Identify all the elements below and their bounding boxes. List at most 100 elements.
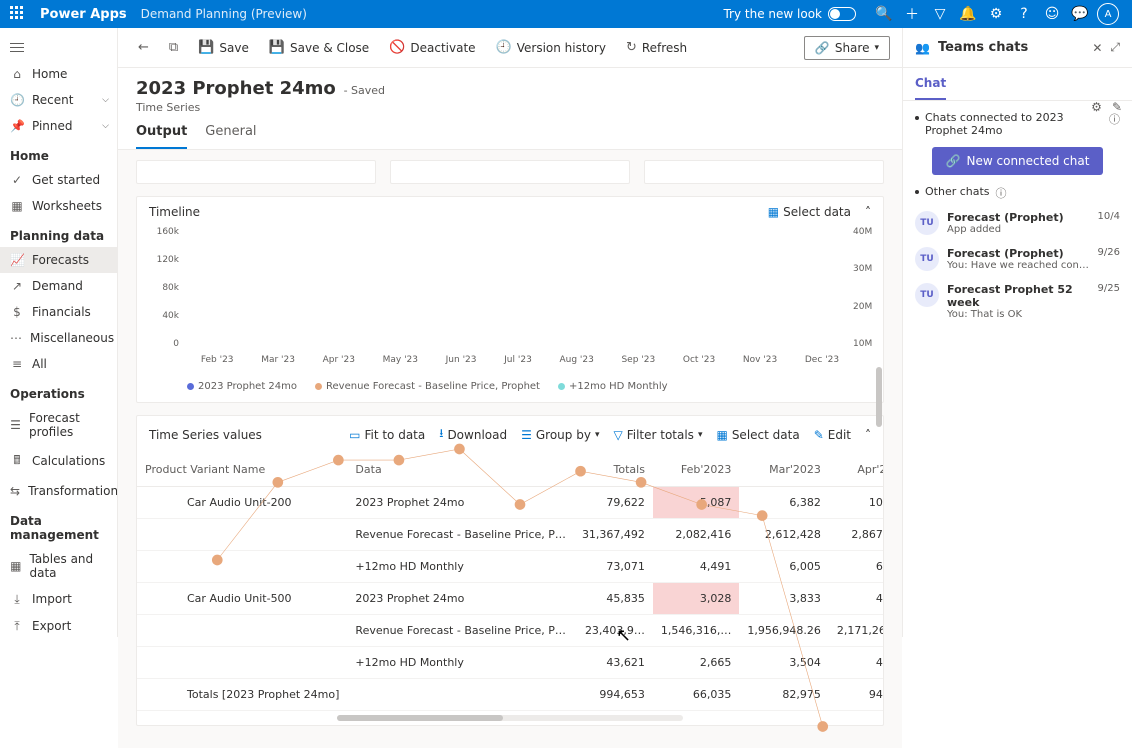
cell-value[interactable]: 10,000: [829, 487, 883, 519]
cell-value[interactable]: 45,835: [574, 583, 653, 615]
chat-item[interactable]: TUForecast (Prophet)App added10/4: [915, 205, 1120, 241]
cell-value[interactable]: 2,082,416: [653, 519, 739, 551]
cell-value[interactable]: 2,665: [653, 647, 739, 679]
cell-value[interactable]: 82,975: [739, 679, 828, 711]
download-button[interactable]: ⭳Download: [439, 424, 507, 445]
chat-tab[interactable]: Chat: [915, 68, 946, 100]
version-button[interactable]: 🕘Version history: [488, 35, 614, 60]
close-icon[interactable]: ✕: [1092, 41, 1102, 55]
cell-value[interactable]: 4,491: [653, 551, 739, 583]
cell-value[interactable]: 4,252: [829, 583, 883, 615]
cell-value[interactable]: 2,612,428: [739, 519, 828, 551]
cell-value[interactable]: 6,382: [739, 487, 828, 519]
sidebar-item[interactable]: ▦Worksheets: [0, 193, 117, 219]
column-header[interactable]: Apr'2023: [829, 453, 883, 487]
feedback-icon[interactable]: ☺: [1038, 0, 1066, 28]
sidebar-item[interactable]: ⤒Export: [0, 613, 117, 638]
popout-button[interactable]: ⧉: [161, 35, 186, 60]
cell-value[interactable]: 79,622: [574, 487, 653, 519]
cell-value[interactable]: 2,867,752: [829, 519, 883, 551]
table-row[interactable]: Revenue Forecast - Baseline Price, P…31,…: [137, 519, 883, 551]
filter-totals-button[interactable]: ▽Filter totals▾: [613, 428, 702, 442]
info-icon[interactable]: ⓘ: [996, 185, 1007, 201]
filter-icon[interactable]: ▽: [926, 0, 954, 28]
cell-value[interactable]: 6,005: [739, 551, 828, 583]
tab-general[interactable]: General: [205, 124, 256, 149]
sidebar-item[interactable]: ✓Get started: [0, 167, 117, 193]
cell-value[interactable]: 23,403,9…: [574, 615, 653, 647]
table-row[interactable]: Revenue Forecast - Baseline Price, P…23,…: [137, 615, 883, 647]
cell-value[interactable]: 66,035: [653, 679, 739, 711]
add-icon[interactable]: ＋: [898, 0, 926, 28]
chat-item[interactable]: TUForecast Prophet 52 weekYou: That is O…: [915, 277, 1120, 326]
cell-value[interactable]: 1,956,948.26: [739, 615, 828, 647]
column-header[interactable]: Data: [347, 453, 574, 487]
sidebar-item[interactable]: 🕘Recent⌵: [0, 87, 117, 113]
cell-value[interactable]: 4,103: [829, 647, 883, 679]
tab-output[interactable]: Output: [136, 124, 187, 149]
sidebar-item[interactable]: ⇆Transformations: [0, 478, 117, 504]
hamburger-icon[interactable]: [0, 34, 117, 61]
table-row[interactable]: Car Audio Unit-5002023 Prophet 24mo45,83…: [137, 583, 883, 615]
cell-value[interactable]: 3,028: [653, 583, 739, 615]
expand-icon[interactable]: ⤢: [1110, 40, 1120, 55]
groupby-button[interactable]: ☰Group by▾: [521, 428, 599, 442]
vertical-scrollbar[interactable]: [876, 367, 882, 392]
bell-icon[interactable]: 🔔: [954, 0, 982, 28]
waffle-icon[interactable]: [10, 6, 26, 22]
cell-value[interactable]: 73,071: [574, 551, 653, 583]
cell-value[interactable]: 994,653: [574, 679, 653, 711]
cell-value[interactable]: 1,546,316,…: [653, 615, 739, 647]
fit-to-data-button[interactable]: ▭Fit to data: [349, 428, 425, 442]
cell-value[interactable]: 3,833: [739, 583, 828, 615]
cell-value[interactable]: 2,171,268,…: [829, 615, 883, 647]
sidebar-item[interactable]: ⋯Miscellaneous: [0, 325, 117, 351]
cell-value[interactable]: 43,621: [574, 647, 653, 679]
new-icon[interactable]: ✎: [1112, 100, 1122, 114]
table-row[interactable]: +12mo HD Monthly73,0714,4916,0056,8547,4…: [137, 551, 883, 583]
deactivate-button[interactable]: 🚫Deactivate: [381, 35, 483, 60]
table-row[interactable]: +12mo HD Monthly43,6212,6653,5044,1034,3…: [137, 647, 883, 679]
column-header[interactable]: Feb'2023: [653, 453, 739, 487]
sidebar-item[interactable]: ⤓Import: [0, 586, 117, 613]
cell-value[interactable]: 3,504: [739, 647, 828, 679]
sidebar-item[interactable]: ≡All: [0, 351, 117, 377]
share-button[interactable]: 🔗Share▾: [804, 36, 890, 60]
horizontal-scrollbar[interactable]: [337, 715, 683, 721]
sidebar-item[interactable]: ↗Demand: [0, 273, 117, 299]
back-button[interactable]: ←: [130, 35, 157, 60]
cell-value[interactable]: 6,854: [829, 551, 883, 583]
table-row[interactable]: Totals [2023 Prophet 24mo]994,65366,0358…: [137, 679, 883, 711]
edit-button[interactable]: ✎Edit: [814, 428, 851, 442]
sidebar-item[interactable]: 📌Pinned⌵: [0, 113, 117, 139]
gear-icon[interactable]: ⚙: [982, 0, 1010, 28]
table-row[interactable]: Car Audio Unit-2002023 Prophet 24mo79,62…: [137, 487, 883, 519]
refresh-button[interactable]: ↻Refresh: [618, 35, 695, 60]
collapse-button[interactable]: ˄: [865, 205, 871, 219]
chat-item[interactable]: TUForecast (Prophet)You: Have we reached…: [915, 241, 1120, 277]
sidebar-item[interactable]: 🖩Calculations: [0, 445, 117, 478]
sidebar-item[interactable]: 📈Forecasts: [0, 247, 117, 273]
sidebar-item[interactable]: ⌂Home: [0, 61, 117, 87]
new-connected-chat-button[interactable]: 🔗 New connected chat: [932, 147, 1104, 175]
sidebar-item[interactable]: ☰Forecast profiles: [0, 405, 117, 445]
cell-value[interactable]: 31,367,492: [574, 519, 653, 551]
cell-value[interactable]: 5,087: [653, 487, 739, 519]
avatar[interactable]: A: [1094, 0, 1122, 28]
sidebar-item[interactable]: ▦Tables and data: [0, 546, 117, 586]
help-icon[interactable]: ?: [1010, 0, 1038, 28]
save-button[interactable]: 💾Save: [190, 35, 257, 60]
chat-icon[interactable]: 💬: [1066, 0, 1094, 28]
sidebar-item[interactable]: $Financials: [0, 299, 117, 325]
select-data-button[interactable]: ▦Select data: [716, 428, 799, 442]
filter-icon[interactable]: ⚙: [1091, 100, 1102, 114]
column-header[interactable]: Mar'2023: [739, 453, 828, 487]
try-new-look-toggle[interactable]: [828, 7, 856, 21]
column-header[interactable]: Product Variant Name: [137, 453, 347, 487]
save-close-button[interactable]: 💾Save & Close: [261, 35, 377, 60]
cell-value[interactable]: 94,327: [829, 679, 883, 711]
select-data-button[interactable]: ▦Select data: [768, 205, 851, 219]
column-header[interactable]: Totals: [574, 453, 653, 487]
collapse-button[interactable]: ˄: [865, 428, 871, 442]
search-icon[interactable]: 🔍: [870, 0, 898, 28]
